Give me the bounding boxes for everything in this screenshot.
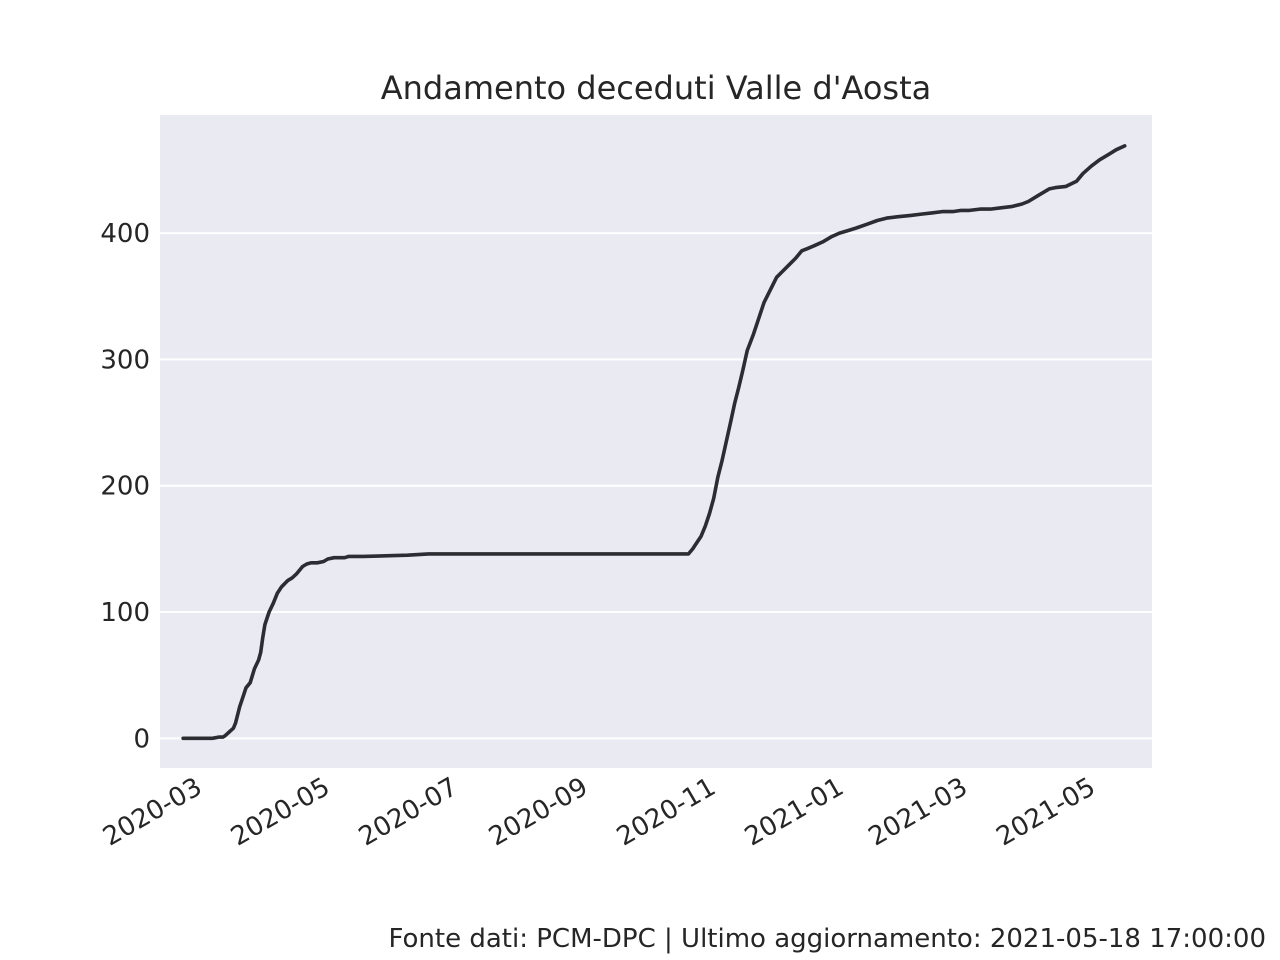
grid-lines bbox=[160, 232, 1152, 740]
series-line bbox=[181, 144, 1127, 741]
y-tick-label: 200 bbox=[100, 472, 150, 502]
plot-background bbox=[160, 115, 1152, 768]
x-tick-label: 2021-03 bbox=[864, 772, 973, 852]
chart-title: Andamento deceduti Valle d'Aosta bbox=[381, 69, 932, 107]
x-axis-ticks: 2020-03 2020-05 2020-07 2020-09 2020-11 2021-… bbox=[98, 772, 1101, 852]
y-tick-label: 300 bbox=[100, 345, 150, 375]
x-tick-label: 2021-01 bbox=[740, 772, 849, 852]
x-tick-label: 2020-07 bbox=[354, 772, 463, 852]
x-tick-label: 2020-03 bbox=[98, 772, 207, 852]
x-tick-label: 2020-11 bbox=[612, 772, 721, 852]
x-tick-label: 2020-05 bbox=[226, 772, 335, 852]
y-tick-label: 400 bbox=[100, 219, 150, 249]
y-tick-label: 0 bbox=[133, 724, 150, 754]
x-tick-label: 2021-05 bbox=[991, 772, 1100, 852]
y-tick-label: 100 bbox=[100, 598, 150, 628]
y-axis-ticks: 0 100 200 300 400 bbox=[100, 219, 150, 754]
footer-source: Fonte dati: PCM-DPC | Ultimo aggiornamen… bbox=[388, 924, 1267, 954]
x-tick-label: 2020-09 bbox=[484, 772, 593, 852]
